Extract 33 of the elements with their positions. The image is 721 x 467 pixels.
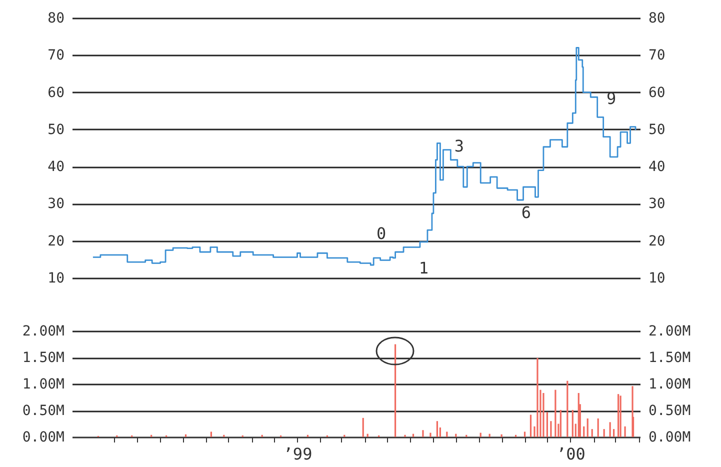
x-tick-label: ’99 <box>283 444 312 464</box>
y2-tick-label: 1.00M <box>648 376 691 392</box>
y2-tick-label: 20 <box>648 233 666 250</box>
y-tick-label: 1.50M <box>22 350 64 366</box>
y-tick-label: 70 <box>48 48 64 64</box>
y2-tick-label: 80 <box>648 10 666 26</box>
y2-tick-label: 0.50M <box>648 403 691 419</box>
y2-tick-label: 60 <box>648 84 666 101</box>
y2-tick-label: 10 <box>648 270 666 286</box>
y-tick-label: 0.00M <box>22 430 64 446</box>
x-tick-label: ’00 <box>556 444 586 464</box>
y2-tick-label: 40 <box>648 159 666 176</box>
y-tick-label: 60 <box>48 84 64 101</box>
y-tick-label: 40 <box>48 159 64 176</box>
y-tick-label: 10 <box>48 270 64 286</box>
y2-tick-label: 30 <box>648 196 666 212</box>
y-tick-label: 20 <box>48 233 64 250</box>
annotation: 0 <box>376 224 386 243</box>
y2-tick-label: 0.00M <box>648 430 691 446</box>
y2-tick-label: 50 <box>648 122 666 138</box>
annotation: 6 <box>521 202 532 222</box>
y-tick-label: 50 <box>48 122 64 138</box>
annotation: 3 <box>454 136 464 156</box>
y2-tick-label: 1.50M <box>648 350 691 366</box>
y2-tick-label: 70 <box>648 48 666 64</box>
y2-tick-label: 2.00M <box>648 324 691 340</box>
y-tick-label: 30 <box>48 196 64 212</box>
y-tick-label: 2.00M <box>22 324 64 340</box>
y-tick-label: 80 <box>48 10 64 26</box>
annotation: 9 <box>606 89 616 108</box>
y-tick-label: 1.00M <box>22 376 64 392</box>
annotation: 1 <box>418 258 429 278</box>
y-tick-label: 0.50M <box>22 403 64 419</box>
